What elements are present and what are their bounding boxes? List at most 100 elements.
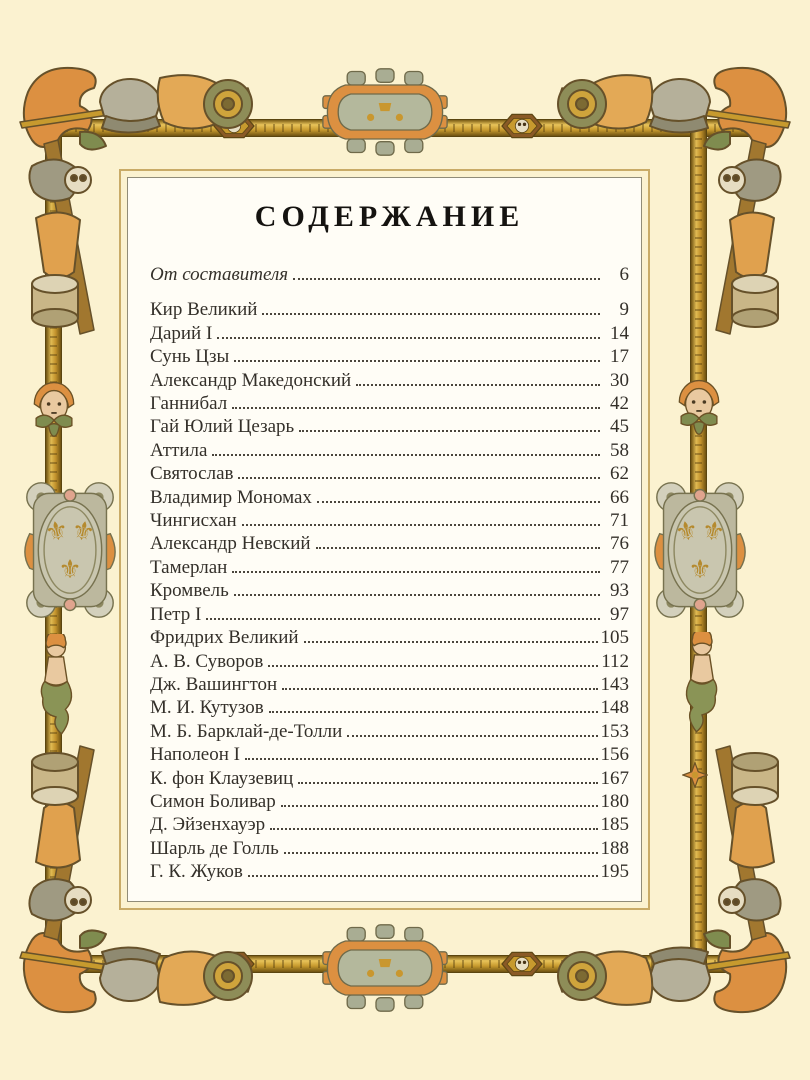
toc-entry-row: Наполеон I 156 xyxy=(150,743,629,766)
toc-dot-leader xyxy=(268,711,598,714)
toc-dot-leader xyxy=(315,547,600,550)
toc-entry-page: 76 xyxy=(610,533,629,555)
toc-entry-title: От составителя xyxy=(150,264,289,285)
toc-dot-leader xyxy=(232,570,600,573)
toc-entry-title: Гай Юлий Цезарь xyxy=(150,416,295,438)
toc-entry-page: 45 xyxy=(610,416,629,438)
toc-entry-title: Аттила xyxy=(150,439,208,461)
toc-entry-title: Тамерлан xyxy=(150,556,228,578)
toc-entry-title: Фридрих Великий xyxy=(150,627,299,649)
skull-knot-icon xyxy=(500,111,544,141)
toc-entry-title: Наполеон I xyxy=(150,744,240,766)
fleur-medallion-right-ornament: ⚜ ⚜ ⚜ xyxy=(652,478,748,622)
toc-entry-page: 77 xyxy=(610,556,629,578)
toc-entry-page: 17 xyxy=(610,346,629,368)
toc-dot-leader xyxy=(217,336,600,339)
toc-entry-row: Дж. Вашингтон 143 xyxy=(150,673,629,696)
toc-entry-row: Симон Боливар 180 xyxy=(150,790,629,813)
toc-dot-leader xyxy=(232,407,600,410)
toc-list: От составителя 6 Кир Великий 9 Дарий I 1… xyxy=(150,263,629,884)
toc-dot-leader xyxy=(206,617,600,620)
toc-dot-leader xyxy=(244,758,598,761)
toc-entry-page: 112 xyxy=(601,650,629,672)
toc-entry-page: 143 xyxy=(600,673,630,695)
toc-entry-page: 71 xyxy=(610,510,629,532)
toc-entry-page: 148 xyxy=(600,697,630,719)
toc-entry-row: Владимир Мономах 66 xyxy=(150,486,629,509)
toc-entry-title: М. Б. Барклай-де-Толли xyxy=(150,720,343,742)
toc-entry-row: А. В. Суворов 112 xyxy=(150,650,629,673)
toc-entry-page: 9 xyxy=(619,299,630,321)
toc-dot-leader xyxy=(234,360,600,363)
toc-entry-row: Ганнибал 42 xyxy=(150,392,629,415)
toc-entry-row: Кир Великий 9 xyxy=(150,298,629,321)
toc-entry-row: К. фон Клаузевиц 167 xyxy=(150,767,629,790)
toc-entry-page: 14 xyxy=(610,322,629,344)
page-title: СОДЕРЖАНИЕ xyxy=(254,200,525,233)
toc-entry-title: Кромвель xyxy=(150,580,229,602)
toc-entry-title: Александр Невский xyxy=(150,533,311,555)
toc-entry-page: 195 xyxy=(600,861,630,883)
toc-entry-title: Александр Македонский xyxy=(150,369,352,391)
fleur-de-lis-icon: ⚜ xyxy=(58,555,81,585)
toc-entry-title: Владимир Мономах xyxy=(150,486,312,508)
toc-dot-leader xyxy=(303,641,598,644)
toc-entry-page: 156 xyxy=(600,744,630,766)
toc-entry-page: 93 xyxy=(610,580,629,602)
toc-entry-title: Шарль де Голль xyxy=(150,837,279,859)
toc-entry-page: 97 xyxy=(610,603,629,625)
toc-entry-row: От составителя 6 xyxy=(150,263,629,286)
toc-entry-title: Кир Великий xyxy=(150,299,258,321)
toc-entry-row: Г. К. Жуков 195 xyxy=(150,860,629,883)
toc-entry-title: Чингисхан xyxy=(150,510,237,532)
toc-entry-title: Святослав xyxy=(150,463,234,485)
toc-entry-row: М. Б. Барклай-де-Толли 153 xyxy=(150,720,629,743)
toc-entry-page: 185 xyxy=(600,814,630,836)
cartouche-top-ornament xyxy=(322,66,448,158)
toc-entry-page: 153 xyxy=(600,720,630,742)
mask-face-left-icon xyxy=(25,370,83,438)
toc-entry-title: Ганнибал xyxy=(150,393,228,415)
toc-entry-row: Шарль де Голль 188 xyxy=(150,837,629,860)
toc-entry-title: Дарий I xyxy=(150,322,213,344)
toc-dot-leader xyxy=(262,313,600,316)
toc-entry-title: Г. К. Жуков xyxy=(150,861,243,883)
toc-entry-row: Фридрих Великий 105 xyxy=(150,626,629,649)
toc-dot-leader xyxy=(283,851,598,854)
toc-entry-page: 62 xyxy=(610,463,629,485)
toc-entry-row: М. И. Кутузов 148 xyxy=(150,696,629,719)
toc-entry-row: Гай Юлий Цезарь 45 xyxy=(150,415,629,438)
toc-entry-page: 30 xyxy=(610,369,629,391)
toc-entry-row: Кромвель 93 xyxy=(150,579,629,602)
toc-dot-leader xyxy=(212,453,600,456)
toc-entry-row: Александр Македонский 30 xyxy=(150,369,629,392)
toc-entry-page: 180 xyxy=(600,790,630,812)
toc-dot-leader xyxy=(268,664,599,667)
toc-entry-row: Дарий I 14 xyxy=(150,322,629,345)
toc-entry-row: Петр I 97 xyxy=(150,603,629,626)
toc-entry-page: 105 xyxy=(600,627,630,649)
star-icon xyxy=(682,762,708,788)
toc-dot-leader xyxy=(280,804,598,807)
content-panel-inner: СОДЕРЖАНИЕ От составителя 6 Кир Великий … xyxy=(127,177,642,902)
toc-entry-row: Святослав 62 xyxy=(150,462,629,485)
toc-entry-title: Д. Эйзенхауэр xyxy=(150,814,266,836)
toc-entry-row: Тамерлан 77 xyxy=(150,556,629,579)
cartouche-bottom-ornament xyxy=(322,922,448,1014)
mask-face-right-icon xyxy=(670,368,728,436)
toc-entry-title: Дж. Вашингтон xyxy=(150,673,278,695)
toc-entry-page: 42 xyxy=(610,393,629,415)
toc-entry-title: М. И. Кутузов xyxy=(150,697,264,719)
toc-dot-leader xyxy=(356,383,600,386)
toc-entry-page: 6 xyxy=(619,264,630,285)
toc-entry-title: Петр I xyxy=(150,603,202,625)
toc-entry-row: Чингисхан 71 xyxy=(150,509,629,532)
toc-dot-leader xyxy=(316,500,600,503)
toc-entry-title: Сунь Цзы xyxy=(150,346,230,368)
toc-dot-leader xyxy=(238,477,600,480)
skull-knot-icon xyxy=(500,949,544,979)
fleur-medallion-left-ornament: ⚜ ⚜ ⚜ xyxy=(22,478,118,622)
toc-entry-page: 188 xyxy=(600,837,630,859)
toc-dot-leader xyxy=(270,828,598,831)
